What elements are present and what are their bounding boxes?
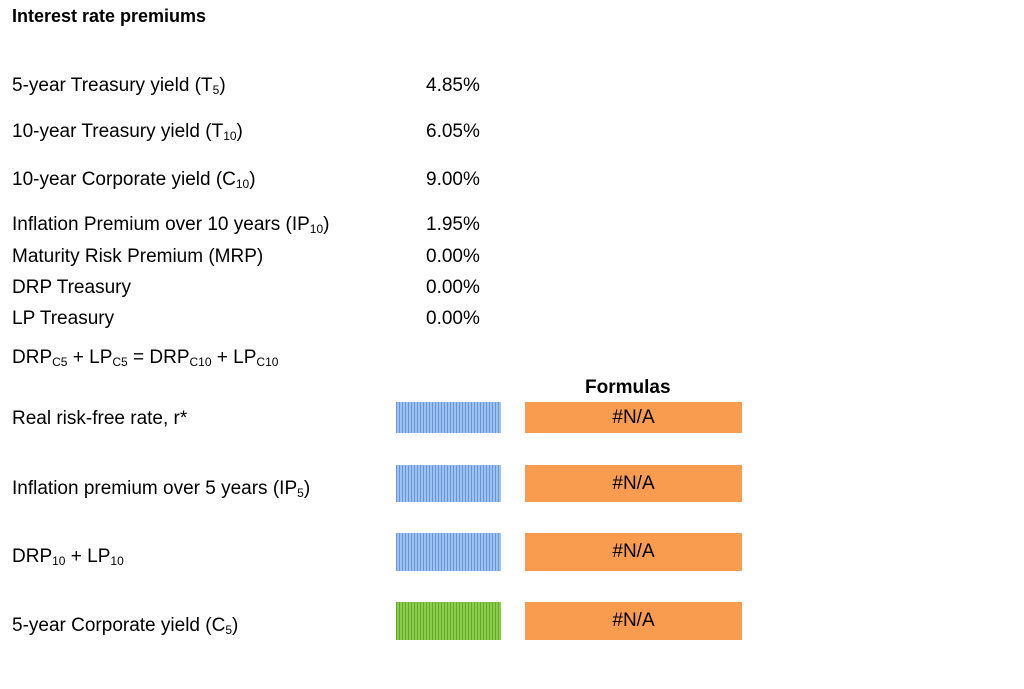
value-mrp: 0.00% xyxy=(426,246,480,267)
formula-cell-drp-lp10[interactable]: #N/A xyxy=(525,533,742,571)
label-t10: 10-year Treasury yield (T10) xyxy=(12,121,243,143)
label-lp-treasury: LP Treasury xyxy=(12,308,115,329)
value-t5: 4.85% xyxy=(426,75,480,96)
answer-cell-c5[interactable] xyxy=(396,602,501,640)
label-c10: 10-year Corporate yield (C10) xyxy=(12,169,256,191)
label-ip5: Inflation premium over 5 years (IP5) xyxy=(12,478,311,500)
label-mrp: Maturity Risk Premium (MRP) xyxy=(12,246,264,267)
formula-cell-real-rate[interactable]: #N/A xyxy=(525,402,742,433)
input-cell-ip5[interactable] xyxy=(396,465,501,502)
label-t5: 5-year Treasury yield (T5) xyxy=(12,75,226,97)
formulas-header: Formulas xyxy=(585,377,671,398)
label-drp-treasury: DRP Treasury xyxy=(12,277,131,298)
page-title: Interest rate premiums xyxy=(12,6,207,26)
value-ip10: 1.95% xyxy=(426,214,480,235)
formula-cell-ip5[interactable]: #N/A xyxy=(525,465,742,502)
label-drp-lp10: DRP10 + LP10 xyxy=(12,546,124,568)
input-cell-drp-lp10[interactable] xyxy=(396,533,501,571)
value-drp-treasury: 0.00% xyxy=(426,277,480,298)
value-lp-treasury: 0.00% xyxy=(426,308,480,329)
value-t10: 6.05% xyxy=(426,121,480,142)
label-ip10: Inflation Premium over 10 years (IP10) xyxy=(12,214,330,236)
input-cell-real-rate[interactable] xyxy=(396,402,501,433)
label-c5: 5-year Corporate yield (C5) xyxy=(12,615,239,637)
equation-assumption: DRPC5 + LPC5 = DRPC10 + LPC10 xyxy=(12,347,279,369)
formula-cell-c5[interactable]: #N/A xyxy=(525,602,742,640)
label-real-rate: Real risk-free rate, r* xyxy=(12,408,188,429)
value-c10: 9.00% xyxy=(426,169,480,190)
